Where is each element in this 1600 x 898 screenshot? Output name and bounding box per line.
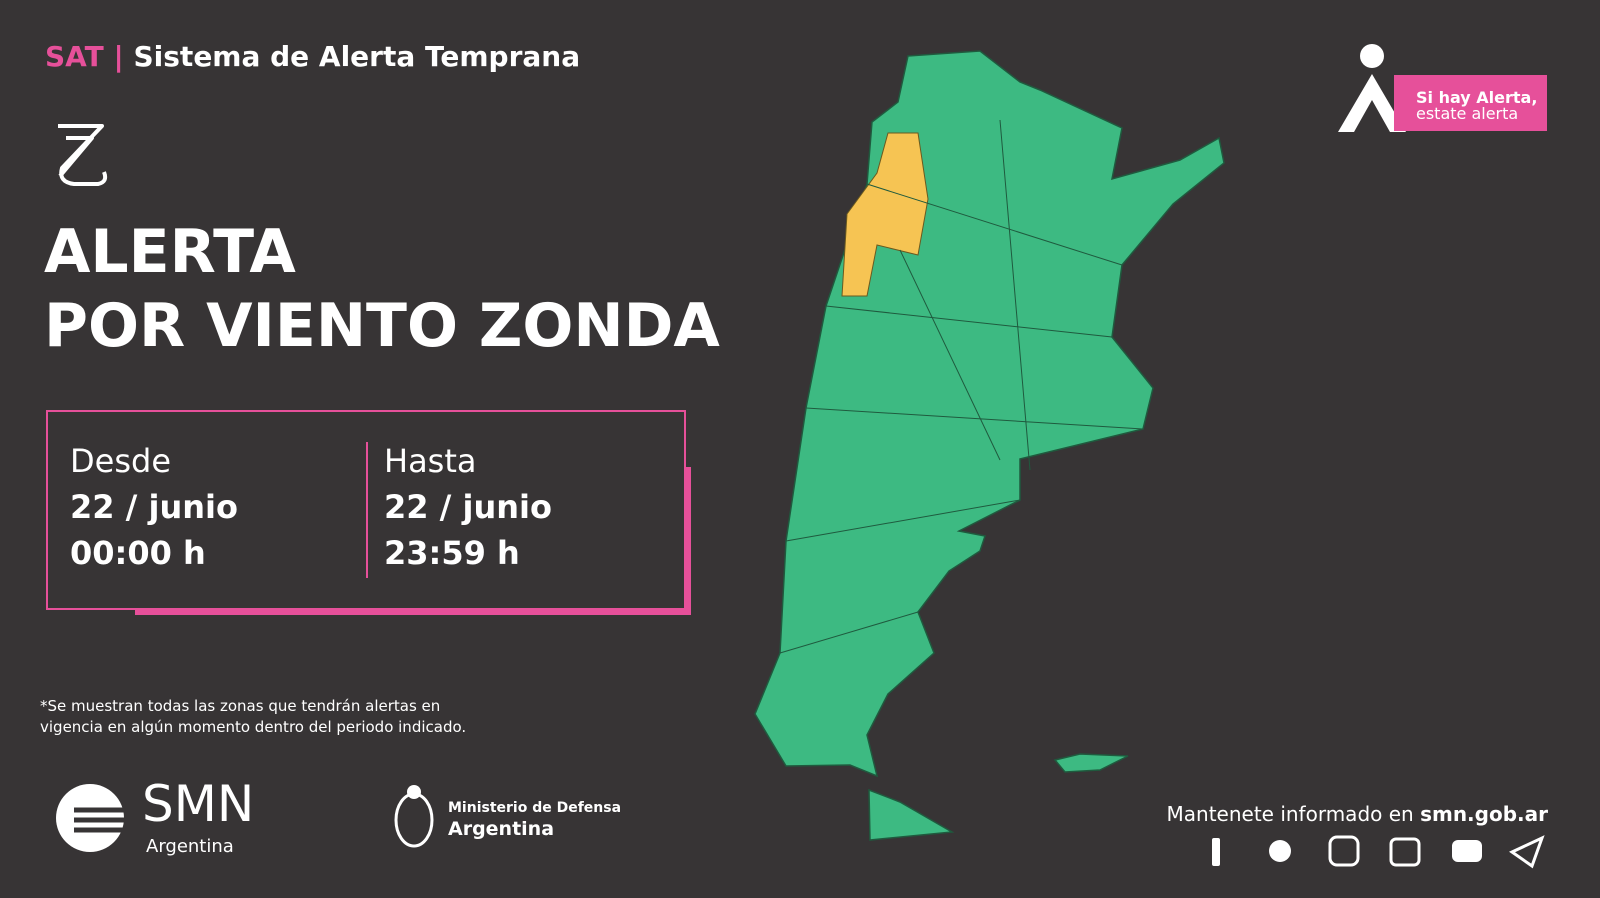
divider [366, 442, 368, 578]
footer: Mantenete informado en smn.gob.ar [1167, 802, 1549, 826]
period-label: Hasta [384, 442, 477, 480]
province-lines [779, 119, 1144, 654]
period-from: Desde 22 / junio 00:00 h [70, 438, 238, 576]
period-to: Hasta 22 / junio 23:59 h [384, 438, 552, 576]
badge [1338, 44, 1547, 132]
coat-of-arms [394, 785, 434, 848]
alert-title: ALERTA POR VIENTO ZONDA [44, 215, 720, 363]
argentina-map [754, 50, 1225, 778]
alert-line: ALERTA [44, 217, 296, 287]
alert-zone [841, 132, 929, 297]
smn-logo-icon [56, 784, 138, 852]
ministry: Ministerio de Defensa [448, 800, 622, 816]
smn-name: SMN [142, 775, 255, 833]
smn-sub: Argentina [146, 836, 234, 857]
period-date: 22 / junio [70, 488, 238, 526]
malvinas [1053, 753, 1129, 773]
period-time: 00:00 h [70, 534, 206, 572]
header-title: Sistema de Alerta Temprana [133, 40, 581, 73]
period-label: Desde [70, 442, 171, 480]
footnote-line: *Se muestran todas las zonas que tendrán… [40, 697, 441, 715]
header-separator: | [113, 40, 124, 73]
header-tag: SAT [45, 40, 104, 73]
alert-line: POR VIENTO ZONDA [44, 291, 720, 361]
period-box: Desde 22 / junio 00:00 h Hasta 22 / juni… [46, 410, 686, 610]
footer-text: Mantenete informado en [1166, 802, 1421, 826]
period-date: 22 / junio [384, 488, 552, 526]
tierra-del-fuego [868, 788, 955, 841]
badge-line: estate alerta [1416, 104, 1519, 123]
badge-text: Si hay Alerta, estate alerta [1416, 90, 1537, 122]
footnote: *Se muestran todas las zonas que tendrán… [40, 696, 466, 738]
social-icons [1212, 835, 1545, 869]
period-time: 23:59 h [384, 534, 520, 572]
badge-line: Si hay Alerta, [1416, 88, 1538, 107]
zonda-icon [58, 124, 108, 186]
ministry-sub: Argentina [448, 818, 555, 840]
footer-site[interactable]: smn.gob.ar [1420, 802, 1548, 826]
footnote-line: vigencia en algún momento dentro del per… [40, 718, 467, 736]
header: SAT | Sistema de Alerta Temprana [45, 40, 580, 73]
